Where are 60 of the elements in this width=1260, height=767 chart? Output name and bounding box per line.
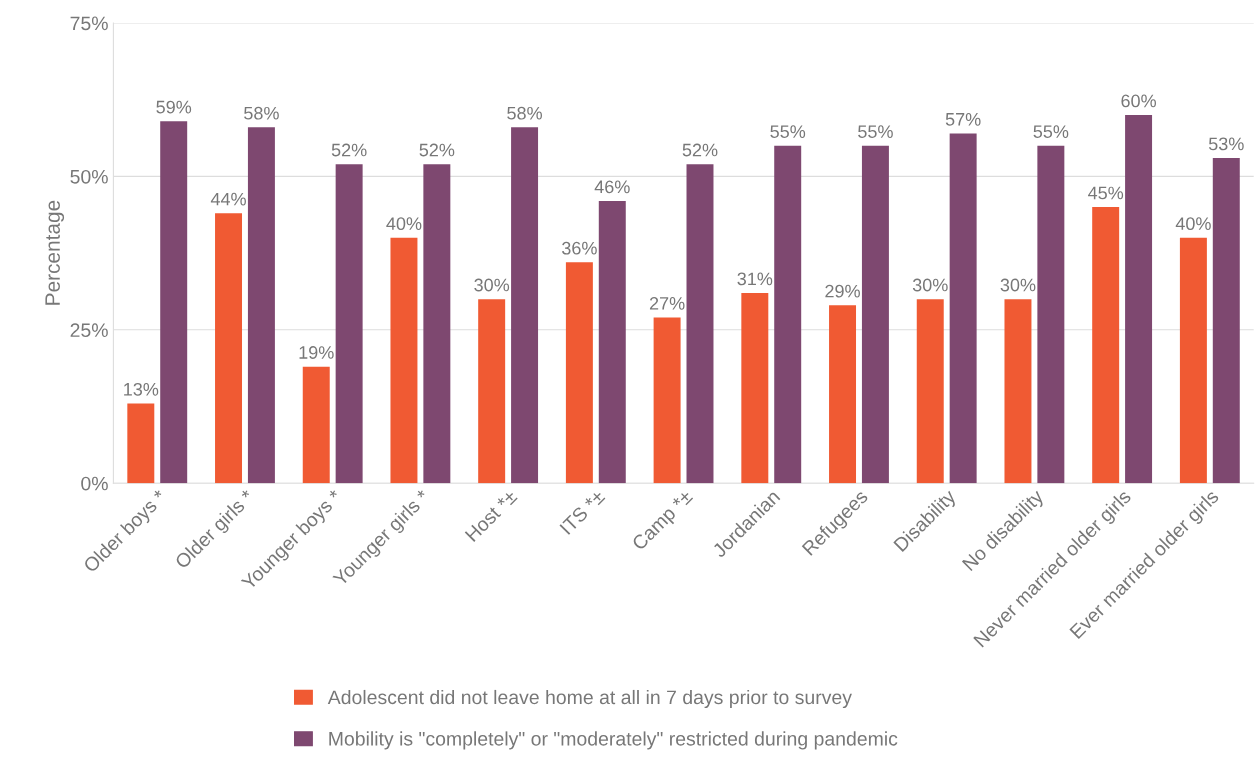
bar <box>1092 207 1120 484</box>
x-tick-label: ITS *± <box>559 488 606 536</box>
data-label: 19% <box>299 346 334 359</box>
bar <box>653 317 681 484</box>
bar <box>1004 299 1032 484</box>
bar <box>511 127 539 484</box>
data-label: 59% <box>156 100 192 114</box>
bar <box>247 127 275 484</box>
y-tick-label: 0% <box>81 476 108 491</box>
bar <box>1179 237 1207 484</box>
data-label: 29% <box>825 284 860 298</box>
data-label: 46% <box>594 180 630 194</box>
data-label: 55% <box>1033 125 1069 138</box>
data-label: 53% <box>1208 137 1244 151</box>
data-label: 55% <box>770 125 806 138</box>
bar <box>1037 145 1065 484</box>
bar <box>390 237 418 484</box>
legend-label: Adolescent did not leave home at all in 7 days prior to survey <box>327 689 852 709</box>
bar <box>127 403 155 484</box>
bar <box>1212 158 1240 484</box>
bar <box>423 164 451 484</box>
bar <box>861 145 889 484</box>
bar <box>302 366 330 484</box>
data-label: 36% <box>562 241 597 255</box>
data-label: 52% <box>331 143 367 157</box>
data-label: 30% <box>912 278 948 292</box>
y-axis-title: Percentage <box>45 200 65 305</box>
bar <box>741 292 769 484</box>
y-tick-label: 75% <box>70 16 108 31</box>
y-tick-label: 25% <box>70 323 108 338</box>
y-tick-label: 50% <box>70 169 108 184</box>
data-label: 30% <box>474 278 510 292</box>
data-label: 55% <box>858 125 893 138</box>
bar <box>686 164 714 484</box>
data-label: 57% <box>945 113 981 126</box>
data-label: 58% <box>244 106 279 120</box>
bar <box>565 262 593 484</box>
bar <box>478 299 506 484</box>
bar <box>160 121 188 484</box>
legend-label: Mobility is "completely" or "moderately" restricted during pandemic <box>329 731 898 750</box>
bar <box>829 305 857 484</box>
data-label: 52% <box>419 143 455 157</box>
bar <box>215 213 243 484</box>
data-label: 40% <box>386 217 422 231</box>
bar <box>335 164 363 484</box>
data-label: 44% <box>210 192 246 206</box>
data-label: 13% <box>124 382 159 396</box>
data-label: 27% <box>649 297 685 310</box>
bar <box>916 299 944 484</box>
data-label: 31% <box>737 272 773 286</box>
bar <box>598 200 626 484</box>
bar <box>774 145 802 484</box>
data-label: 58% <box>507 106 542 120</box>
data-label: 40% <box>1175 217 1211 231</box>
bar <box>1125 115 1153 484</box>
bar <box>949 133 977 484</box>
data-label: 52% <box>682 143 718 157</box>
data-label: 60% <box>1121 94 1156 108</box>
data-label: 30% <box>1000 278 1036 292</box>
data-label: 45% <box>1088 186 1124 200</box>
